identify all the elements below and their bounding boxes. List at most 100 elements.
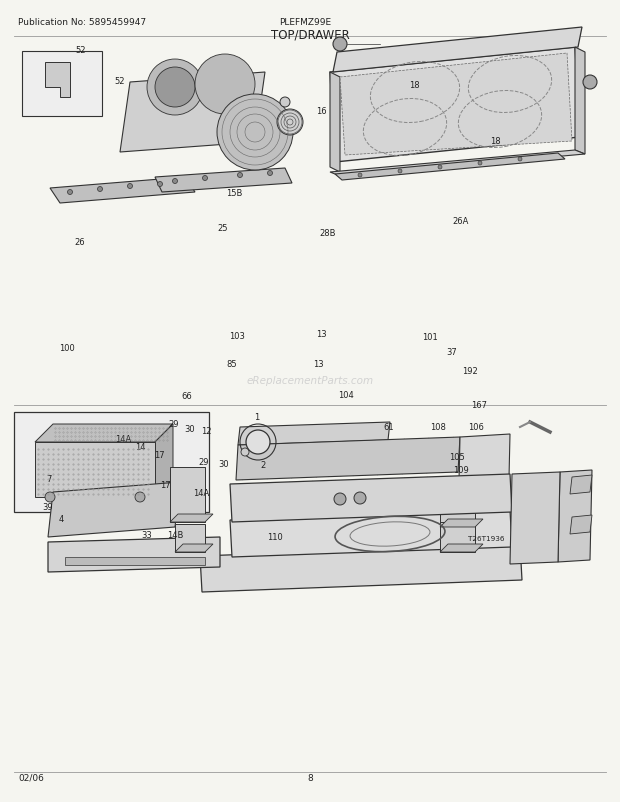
- Circle shape: [478, 162, 482, 166]
- Polygon shape: [238, 423, 390, 445]
- Circle shape: [354, 492, 366, 504]
- Circle shape: [212, 72, 238, 98]
- Polygon shape: [48, 537, 220, 573]
- Polygon shape: [50, 178, 195, 204]
- Text: 15C: 15C: [177, 95, 193, 104]
- Text: 110: 110: [267, 533, 282, 541]
- Text: 37: 37: [446, 348, 457, 357]
- Text: 14B: 14B: [167, 530, 184, 539]
- Text: 18: 18: [490, 137, 500, 146]
- Bar: [14, 412, 209, 512]
- Circle shape: [155, 68, 195, 107]
- Polygon shape: [170, 468, 205, 522]
- Polygon shape: [330, 48, 580, 163]
- Polygon shape: [236, 437, 460, 480]
- Text: 100: 100: [59, 344, 74, 353]
- Text: 25: 25: [217, 224, 228, 233]
- Text: eReplacementParts.com: eReplacementParts.com: [246, 376, 374, 386]
- Text: 66: 66: [182, 392, 192, 401]
- Bar: [22, 52, 102, 117]
- Polygon shape: [155, 168, 292, 192]
- Circle shape: [358, 174, 362, 178]
- Circle shape: [246, 431, 270, 455]
- Text: 02/06: 02/06: [18, 773, 44, 782]
- Circle shape: [195, 55, 255, 115]
- Text: 61: 61: [383, 423, 394, 431]
- Text: 104: 104: [338, 391, 353, 399]
- Circle shape: [238, 115, 272, 150]
- Text: 192: 192: [462, 367, 477, 375]
- Circle shape: [163, 76, 187, 100]
- Circle shape: [583, 76, 597, 90]
- Text: 18: 18: [409, 81, 420, 90]
- Text: 29: 29: [169, 419, 179, 428]
- Text: 101: 101: [422, 333, 437, 342]
- Text: 26: 26: [74, 237, 85, 246]
- Text: 108: 108: [430, 423, 446, 431]
- Polygon shape: [458, 435, 510, 525]
- Circle shape: [217, 95, 293, 171]
- Text: 39: 39: [42, 502, 53, 511]
- Polygon shape: [440, 497, 475, 528]
- Polygon shape: [333, 28, 582, 73]
- Polygon shape: [340, 54, 572, 156]
- Polygon shape: [440, 545, 483, 553]
- Polygon shape: [120, 73, 265, 153]
- Text: PLEFMZ99E: PLEFMZ99E: [279, 18, 331, 27]
- Circle shape: [203, 63, 247, 107]
- Text: 17: 17: [154, 451, 164, 460]
- Polygon shape: [575, 48, 585, 155]
- Text: 17: 17: [160, 480, 171, 489]
- Polygon shape: [35, 443, 155, 497]
- Circle shape: [438, 166, 442, 170]
- Bar: [463, 477, 503, 508]
- Text: 14A: 14A: [115, 435, 131, 444]
- Circle shape: [237, 173, 242, 178]
- Circle shape: [45, 492, 55, 502]
- Text: 30: 30: [218, 460, 229, 468]
- Polygon shape: [440, 520, 483, 528]
- Circle shape: [68, 190, 73, 195]
- Text: Publication No: 5895459947: Publication No: 5895459947: [18, 18, 146, 27]
- Polygon shape: [330, 73, 340, 172]
- Polygon shape: [35, 424, 173, 443]
- Polygon shape: [170, 514, 213, 522]
- Text: 29: 29: [198, 458, 209, 467]
- Text: 33: 33: [141, 530, 152, 539]
- Circle shape: [518, 158, 522, 162]
- Text: 13: 13: [313, 360, 324, 369]
- Text: 85: 85: [226, 360, 237, 369]
- Polygon shape: [175, 525, 205, 553]
- Text: 109: 109: [453, 466, 468, 475]
- Text: 52: 52: [75, 46, 86, 55]
- Text: T26T1936: T26T1936: [468, 536, 505, 541]
- Circle shape: [147, 60, 203, 115]
- Circle shape: [203, 176, 208, 181]
- Text: 15A: 15A: [257, 115, 273, 124]
- Bar: [65, 557, 205, 565]
- Text: 4: 4: [59, 514, 64, 523]
- Text: 106: 106: [468, 423, 484, 431]
- Text: 105: 105: [450, 452, 465, 461]
- Text: 103: 103: [229, 332, 246, 341]
- Text: 7: 7: [46, 475, 52, 484]
- Circle shape: [135, 492, 145, 502]
- Polygon shape: [45, 63, 70, 98]
- Polygon shape: [510, 472, 560, 565]
- Text: 14: 14: [135, 443, 146, 452]
- Text: 30: 30: [185, 424, 195, 433]
- Polygon shape: [155, 424, 173, 497]
- Text: TOP/DRAWER: TOP/DRAWER: [270, 29, 350, 42]
- Circle shape: [277, 110, 303, 136]
- Polygon shape: [570, 516, 592, 534]
- Text: 8: 8: [307, 773, 313, 782]
- Text: 12: 12: [202, 427, 212, 435]
- Circle shape: [227, 105, 283, 160]
- Polygon shape: [48, 482, 180, 537]
- Text: 66: 66: [250, 436, 260, 445]
- Polygon shape: [330, 151, 585, 176]
- Polygon shape: [230, 510, 512, 557]
- Circle shape: [398, 170, 402, 174]
- Circle shape: [97, 187, 102, 192]
- Text: 28B: 28B: [319, 229, 336, 238]
